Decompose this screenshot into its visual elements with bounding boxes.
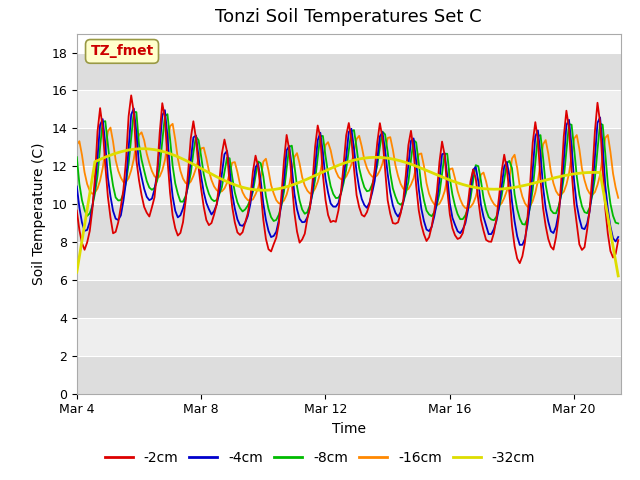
Title: Tonzi Soil Temperatures Set C: Tonzi Soil Temperatures Set C xyxy=(216,9,482,26)
Y-axis label: Soil Temperature (C): Soil Temperature (C) xyxy=(31,143,45,285)
Bar xyxy=(77,356,621,394)
Bar xyxy=(77,204,621,242)
Bar xyxy=(77,166,621,204)
Bar xyxy=(77,242,621,280)
X-axis label: Time: Time xyxy=(332,422,366,436)
Bar xyxy=(77,318,621,356)
Bar xyxy=(77,90,621,128)
Text: TZ_fmet: TZ_fmet xyxy=(90,44,154,59)
Bar xyxy=(77,128,621,166)
Legend: -2cm, -4cm, -8cm, -16cm, -32cm: -2cm, -4cm, -8cm, -16cm, -32cm xyxy=(99,445,541,471)
Bar xyxy=(77,280,621,318)
Bar xyxy=(77,52,621,90)
